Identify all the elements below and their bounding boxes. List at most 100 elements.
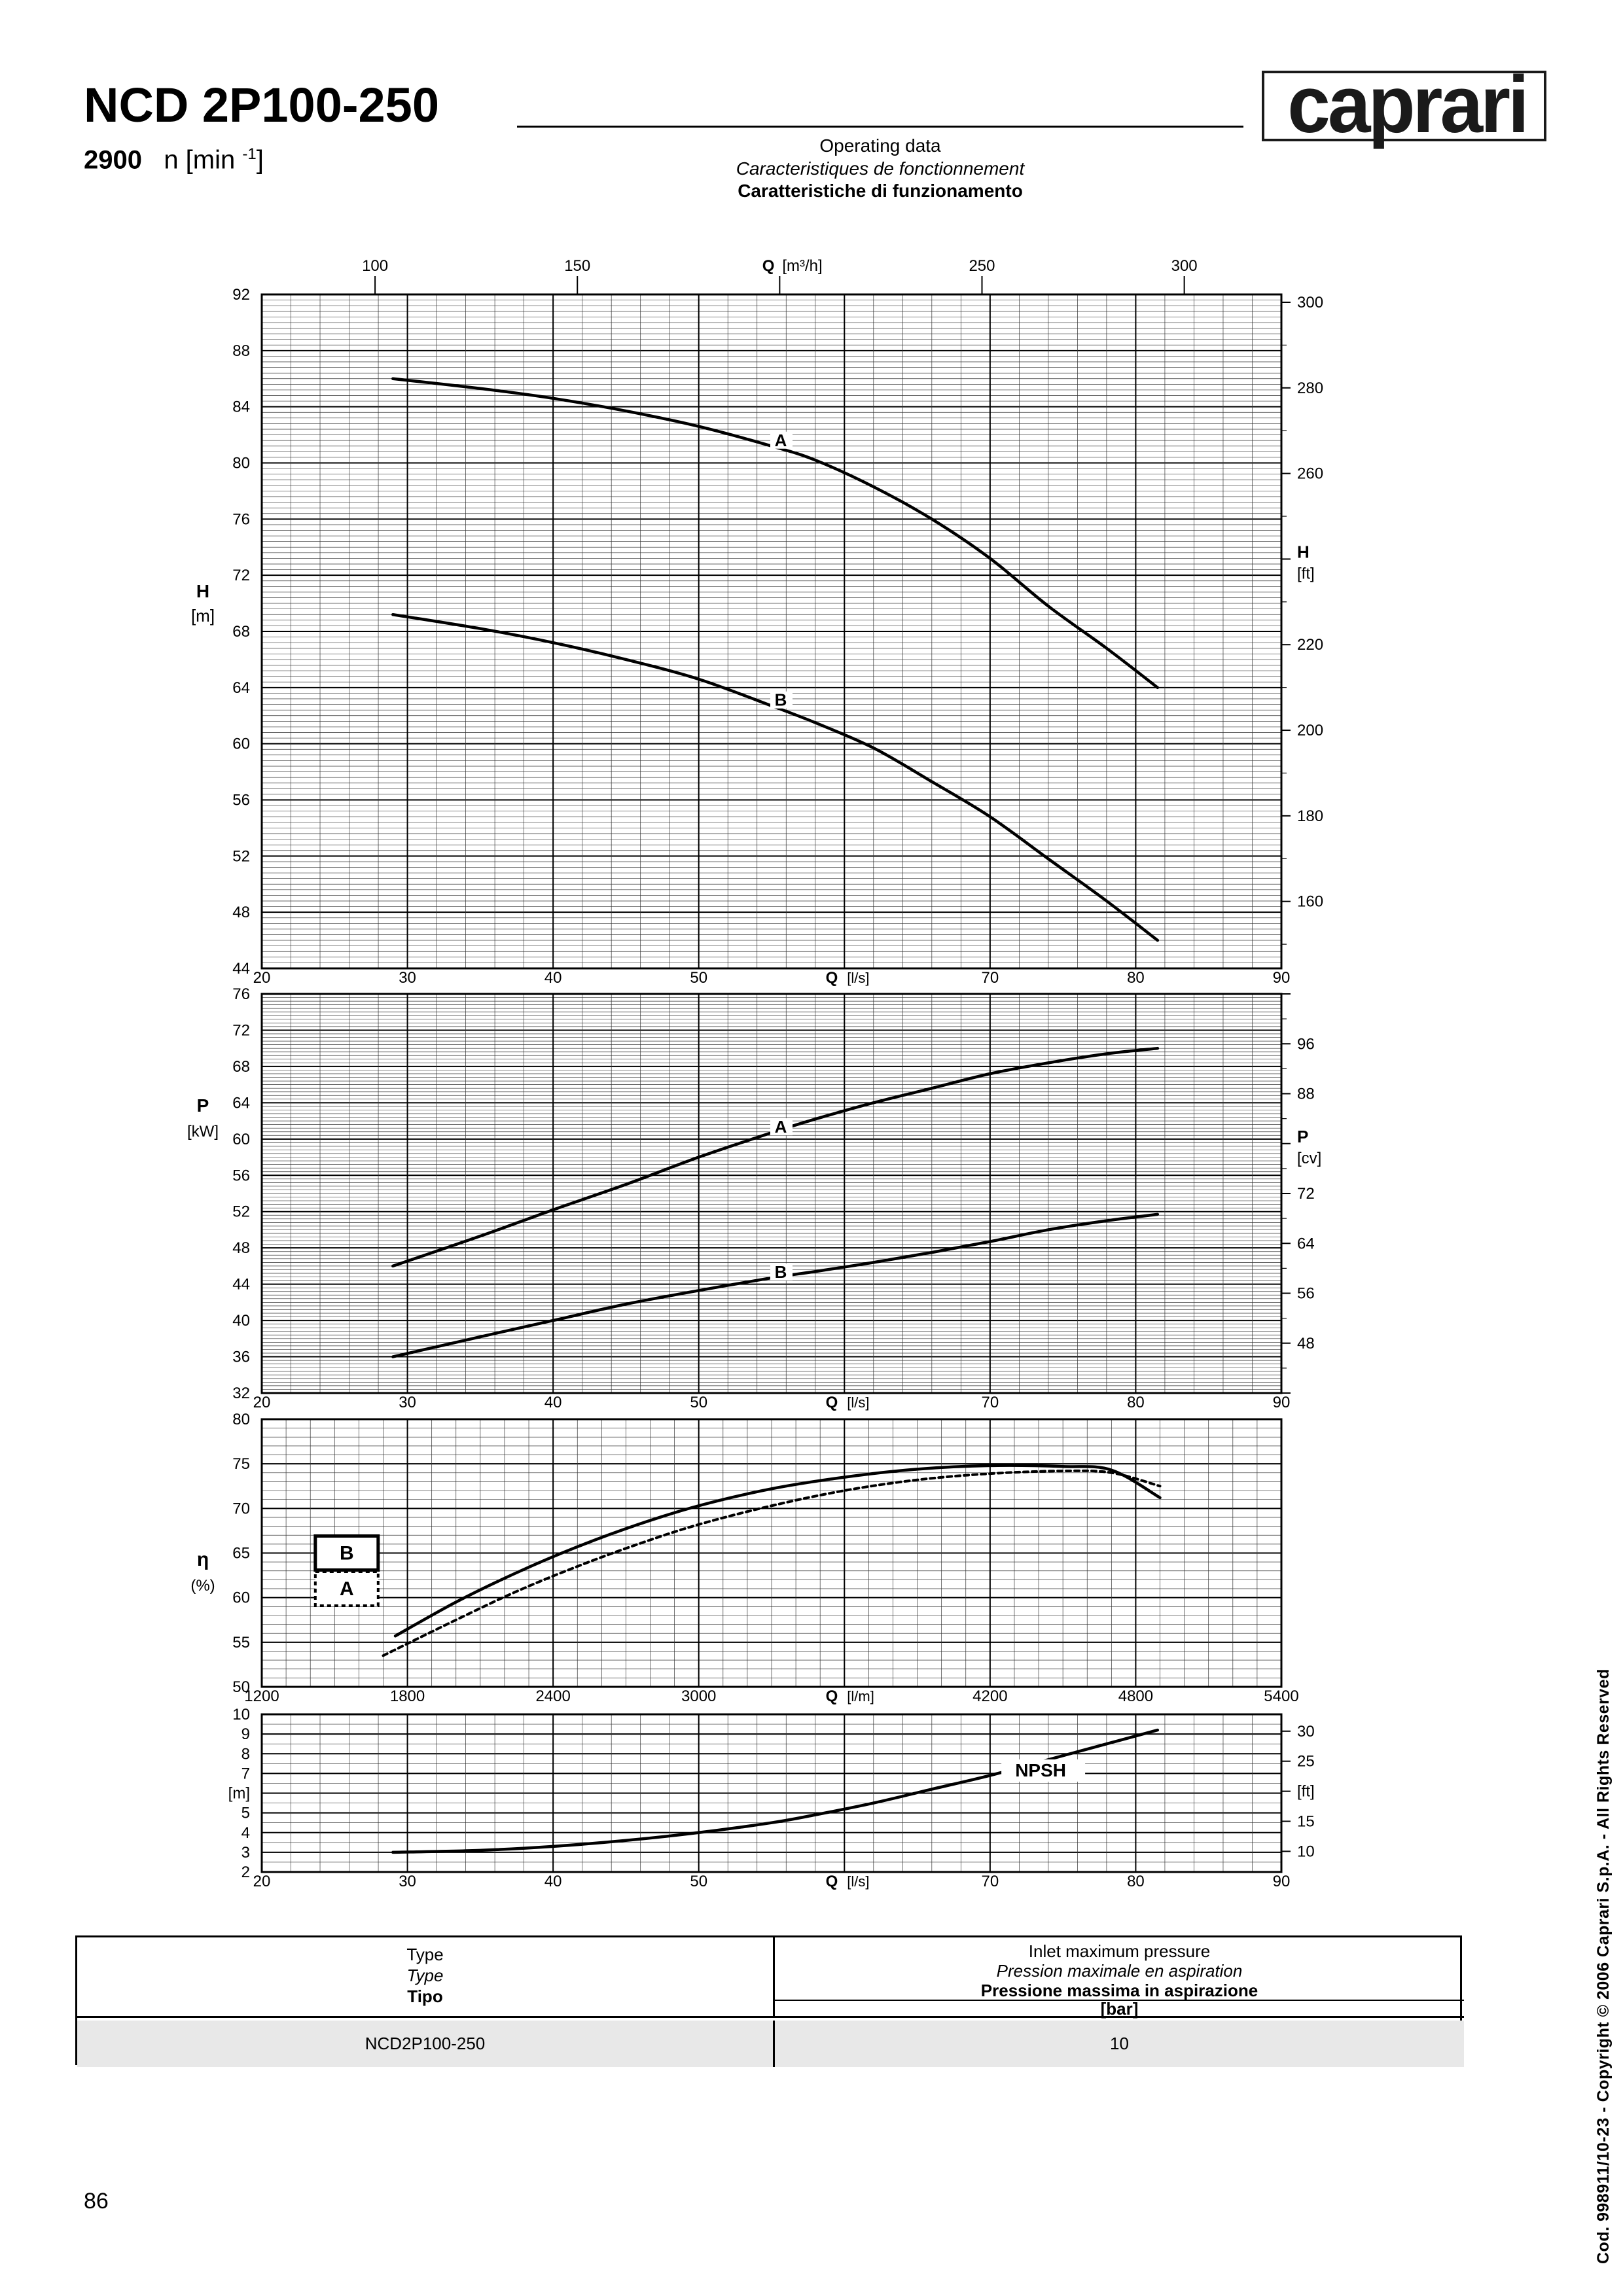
svg-text:260: 260 — [1297, 465, 1323, 483]
svg-text:40: 40 — [544, 1873, 562, 1890]
svg-text:75: 75 — [232, 1455, 250, 1473]
svg-text:80: 80 — [1127, 1394, 1145, 1411]
svg-text:60: 60 — [232, 735, 250, 753]
svg-text:4800: 4800 — [1118, 1687, 1153, 1705]
svg-text:4: 4 — [241, 1824, 250, 1842]
svg-text:72: 72 — [1297, 1185, 1315, 1203]
svg-text:η: η — [197, 1549, 209, 1570]
svg-text:88: 88 — [232, 342, 250, 360]
svg-text:72: 72 — [232, 567, 250, 584]
svg-text:50: 50 — [690, 1394, 707, 1411]
svg-text:48: 48 — [232, 904, 250, 921]
svg-text:[m]: [m] — [228, 1785, 250, 1803]
svg-text:48: 48 — [1297, 1335, 1315, 1352]
svg-text:60: 60 — [232, 1131, 250, 1148]
svg-text:40: 40 — [544, 1394, 562, 1411]
svg-text:Q: Q — [826, 969, 838, 987]
svg-text:Q: Q — [762, 257, 775, 275]
svg-text:5400: 5400 — [1264, 1687, 1298, 1705]
svg-text:A: A — [775, 1117, 787, 1137]
svg-text:70: 70 — [982, 1394, 999, 1411]
svg-text:64: 64 — [1297, 1235, 1315, 1252]
svg-text:80: 80 — [232, 1411, 250, 1428]
svg-text:8: 8 — [241, 1745, 250, 1763]
svg-text:300: 300 — [1297, 294, 1323, 311]
svg-text:H: H — [196, 581, 209, 601]
svg-text:96: 96 — [1297, 1035, 1315, 1053]
svg-text:1200: 1200 — [244, 1687, 279, 1705]
svg-text:[l/s]: [l/s] — [847, 970, 869, 986]
svg-text:80: 80 — [232, 455, 250, 472]
svg-text:10: 10 — [232, 1706, 250, 1723]
svg-text:56: 56 — [232, 792, 250, 809]
svg-text:88: 88 — [1297, 1086, 1315, 1103]
svg-text:9: 9 — [241, 1725, 250, 1743]
svg-text:B: B — [775, 1262, 787, 1282]
svg-text:90: 90 — [1273, 1394, 1291, 1411]
svg-text:B: B — [775, 690, 787, 710]
svg-text:3: 3 — [241, 1844, 250, 1862]
svg-text:55: 55 — [232, 1634, 250, 1651]
svg-text:[cv]: [cv] — [1297, 1150, 1321, 1167]
svg-text:[l/s]: [l/s] — [847, 1873, 869, 1890]
svg-text:NPSH: NPSH — [1015, 1760, 1066, 1780]
svg-text:68: 68 — [232, 1058, 250, 1076]
svg-text:76: 76 — [232, 510, 250, 528]
svg-text:44: 44 — [232, 1276, 250, 1294]
svg-text:20: 20 — [253, 1873, 271, 1890]
svg-text:300: 300 — [1171, 257, 1198, 275]
svg-text:4200: 4200 — [972, 1687, 1007, 1705]
svg-text:[kW]: [kW] — [187, 1123, 219, 1140]
svg-text:H: H — [1297, 542, 1310, 561]
svg-text:84: 84 — [232, 398, 250, 416]
svg-text:280: 280 — [1297, 380, 1323, 397]
svg-text:160: 160 — [1297, 893, 1323, 911]
svg-text:80: 80 — [1127, 1873, 1145, 1890]
svg-text:B: B — [340, 1543, 354, 1564]
svg-text:P: P — [197, 1095, 209, 1116]
svg-text:7: 7 — [241, 1765, 250, 1782]
svg-text:44: 44 — [232, 960, 250, 978]
svg-text:Q: Q — [826, 1394, 838, 1411]
svg-text:40: 40 — [544, 969, 562, 987]
svg-text:5: 5 — [241, 1805, 250, 1822]
svg-text:P: P — [1297, 1127, 1308, 1146]
svg-text:76: 76 — [232, 985, 250, 1003]
svg-text:[l/s]: [l/s] — [847, 1394, 869, 1411]
svg-text:36: 36 — [232, 1349, 250, 1366]
svg-text:65: 65 — [232, 1545, 250, 1563]
svg-text:68: 68 — [232, 623, 250, 641]
svg-text:60: 60 — [232, 1589, 250, 1607]
svg-text:30: 30 — [399, 969, 416, 987]
svg-text:70: 70 — [232, 1500, 250, 1517]
svg-text:64: 64 — [232, 1094, 250, 1112]
svg-text:52: 52 — [232, 1203, 250, 1221]
svg-text:[l/m]: [l/m] — [847, 1688, 874, 1704]
svg-text:64: 64 — [232, 679, 250, 697]
svg-text:56: 56 — [1297, 1285, 1315, 1303]
svg-text:52: 52 — [232, 847, 250, 865]
svg-text:70: 70 — [982, 1873, 999, 1890]
svg-text:[m³/h]: [m³/h] — [782, 257, 822, 275]
svg-text:70: 70 — [982, 969, 999, 987]
svg-text:56: 56 — [232, 1167, 250, 1184]
svg-text:Q: Q — [826, 1687, 838, 1705]
svg-text:30: 30 — [1297, 1723, 1315, 1740]
svg-text:220: 220 — [1297, 636, 1323, 654]
svg-text:250: 250 — [969, 257, 995, 275]
svg-text:(%): (%) — [190, 1577, 215, 1595]
svg-text:25: 25 — [1297, 1753, 1315, 1771]
svg-text:150: 150 — [564, 257, 590, 275]
svg-text:200: 200 — [1297, 722, 1323, 739]
svg-text:92: 92 — [232, 286, 250, 304]
svg-text:10: 10 — [1297, 1843, 1315, 1860]
svg-text:80: 80 — [1127, 969, 1145, 987]
svg-text:48: 48 — [232, 1239, 250, 1257]
svg-text:20: 20 — [253, 1394, 271, 1411]
svg-text:[ft]: [ft] — [1297, 565, 1315, 582]
svg-text:90: 90 — [1273, 969, 1291, 987]
svg-text:72: 72 — [232, 1021, 250, 1039]
svg-text:2: 2 — [241, 1863, 250, 1881]
svg-text:40: 40 — [232, 1312, 250, 1330]
svg-text:3000: 3000 — [681, 1687, 716, 1705]
